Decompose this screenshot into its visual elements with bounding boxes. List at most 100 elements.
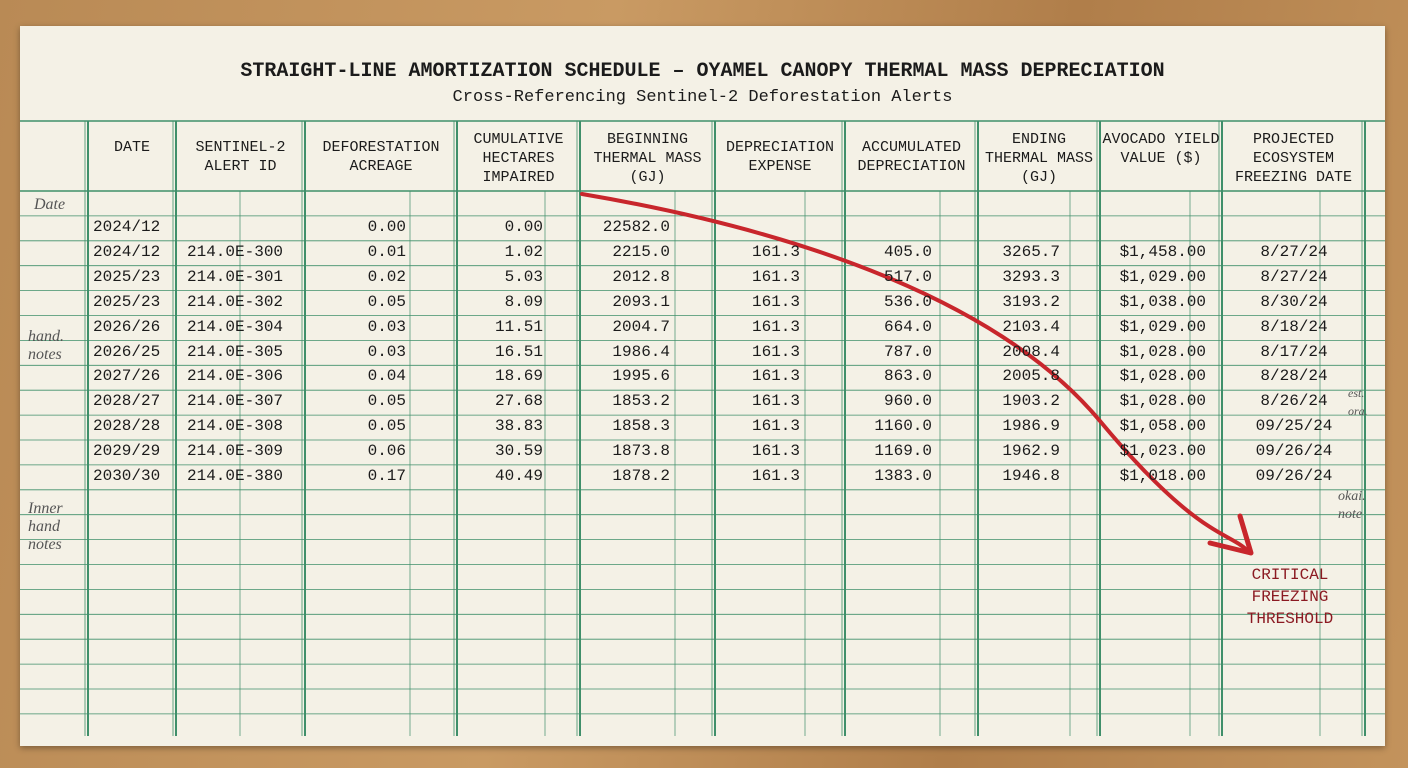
cell: 787.0: [883, 342, 932, 361]
cell: 0.05: [367, 292, 406, 311]
cell: 8/27/24: [1260, 267, 1328, 286]
cell: 8/27/24: [1260, 242, 1328, 261]
cell: 2029/29: [93, 442, 161, 461]
cell: 0.00: [367, 218, 406, 236]
cell: 214.0E-300: [187, 242, 284, 261]
cell: 0.01: [367, 242, 406, 261]
cell: 09/25/24: [1255, 417, 1333, 436]
hand-note: Date: [34, 196, 66, 213]
cell: 1853.2: [612, 392, 670, 411]
cell: 2024/12: [93, 242, 161, 261]
cell: 18.69: [494, 367, 543, 386]
cell: 664.0: [883, 317, 932, 336]
cell: 2026/25: [93, 342, 161, 361]
cell: 16.51: [494, 342, 543, 361]
cell: 2103.4: [1002, 317, 1060, 336]
cell: $1,023.00: [1119, 442, 1206, 461]
column-header: CUMULATIVE HECTARES IMPAIRED: [473, 131, 564, 186]
cell: 5.03: [504, 267, 543, 286]
cell: 27.68: [494, 392, 543, 411]
cell: 2004.7: [612, 317, 670, 336]
cell: 214.0E-380: [187, 467, 284, 485]
cell: 1169.0: [874, 442, 932, 461]
cell: 214.0E-309: [187, 442, 284, 461]
cell: 09/26/24: [1255, 442, 1333, 461]
cell: 214.0E-301: [187, 267, 284, 286]
cell: 161.3: [751, 467, 800, 485]
cell: 40.49: [494, 467, 543, 485]
red-arrow: [580, 192, 1254, 556]
cell: 11.51: [494, 317, 543, 336]
hand-note: okai. note: [1338, 489, 1366, 522]
cell: 2025/23: [93, 292, 161, 311]
cell: 1995.6: [612, 367, 670, 386]
cell: $1,029.00: [1119, 267, 1206, 286]
column-header: ENDING THERMAL MASS (GJ): [984, 131, 1094, 186]
cell: 1962.9: [1002, 442, 1060, 461]
cell: 2028/27: [93, 392, 161, 411]
cell: 1986.9: [1002, 417, 1060, 436]
column-header: DEPRECIATION EXPENSE: [725, 139, 835, 175]
cell: 0.05: [367, 392, 406, 411]
annotation: CRITICAL FREEZING THRESHOLD: [1246, 566, 1334, 628]
cell: 1986.4: [612, 342, 670, 361]
cell: 0.02: [367, 267, 406, 286]
cell: 1383.0: [874, 467, 932, 485]
cell: 2005.8: [1002, 367, 1060, 386]
cell: 161.3: [751, 392, 800, 411]
ledger-paper: STRAIGHT-LINE AMORTIZATION SCHEDULE – OY…: [20, 26, 1385, 746]
cell: 2026/26: [93, 317, 161, 336]
cell: 8/30/24: [1260, 292, 1328, 311]
cell: 2012.8: [612, 267, 670, 286]
title: STRAIGHT-LINE AMORTIZATION SCHEDULE – OY…: [240, 60, 1165, 83]
cell: $1,029.00: [1119, 317, 1206, 336]
arrow-line: [580, 192, 1252, 555]
cell: 405.0: [883, 242, 932, 261]
cell: 214.0E-304: [187, 317, 284, 336]
cell: 214.0E-302: [187, 292, 284, 311]
cell: 1903.2: [1002, 392, 1060, 411]
cell: 2028/28: [93, 417, 161, 436]
cell: 161.3: [751, 417, 800, 436]
cell: $1,028.00: [1119, 342, 1206, 361]
cell: 536.0: [883, 292, 932, 311]
cell: 2215.0: [612, 242, 670, 261]
cell: 3293.3: [1002, 267, 1060, 286]
cell: 161.3: [751, 292, 800, 311]
cell: 1873.8: [612, 442, 670, 461]
column-header: ACCUMULATED DEPRECIATION: [857, 139, 966, 175]
cell: 30.59: [494, 442, 543, 461]
cell: $1,038.00: [1119, 292, 1206, 311]
grid: [20, 120, 1385, 736]
cell: 38.83: [494, 417, 543, 436]
cell: 517.0: [883, 267, 932, 286]
cell: 0.17: [367, 467, 406, 485]
arrow-head: [1207, 513, 1254, 556]
cell: 1946.8: [1002, 467, 1060, 485]
hand-note: hand. notes: [28, 328, 64, 363]
hand-note: est. ora.: [1348, 386, 1368, 418]
cell: 8.09: [504, 292, 543, 311]
cell: $1,458.00: [1119, 242, 1206, 261]
cell: 960.0: [883, 392, 932, 411]
cell: 2030/30: [93, 467, 161, 485]
cell: 1160.0: [874, 417, 932, 436]
cell: 2025/23: [93, 267, 161, 286]
cell: 8/26/24: [1260, 392, 1328, 411]
cell: 0.05: [367, 417, 406, 436]
column-header: BEGINNING THERMAL MASS (GJ): [593, 131, 702, 186]
hand-note: Inner hand notes: [28, 500, 63, 553]
cell: $1,028.00: [1119, 367, 1206, 386]
cell: 863.0: [883, 367, 932, 386]
cell: $1,028.00: [1119, 392, 1206, 411]
cell: 22582.0: [602, 218, 670, 236]
cell: 1.02: [504, 242, 543, 261]
cell: 161.3: [751, 317, 800, 336]
cell: 214.0E-308: [187, 417, 284, 436]
subtitle: Cross-Referencing Sentinel-2 Deforestati…: [452, 88, 953, 107]
cell: 161.3: [751, 242, 800, 261]
cell: 214.0E-306: [187, 367, 284, 386]
cell: 214.0E-307: [187, 392, 284, 411]
cell: $1,018.00: [1119, 467, 1206, 485]
cell: 8/18/24: [1260, 317, 1328, 336]
